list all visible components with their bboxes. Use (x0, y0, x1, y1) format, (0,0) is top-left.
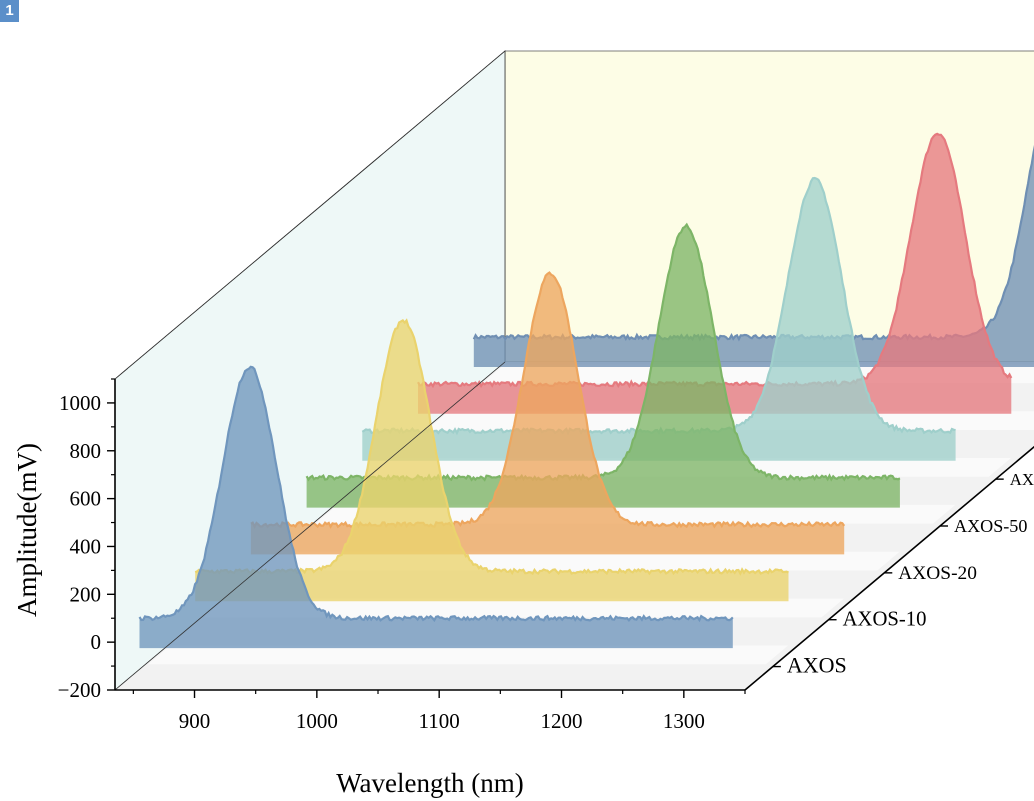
top-depth-edge (114, 50, 506, 380)
x-tick-label: 1300 (663, 709, 705, 733)
series-area (250, 272, 845, 555)
series-area (362, 178, 956, 461)
bottom-depth-edge (114, 361, 506, 691)
floor-stripe (148, 645, 789, 665)
depth-label: AXOS-100 (1010, 470, 1034, 489)
depth-label: AXOS-50 (954, 516, 1027, 536)
floor-stripe (315, 504, 956, 524)
axes-layer: 900 1000 1100 1200 1300 −200 0 200 400 600 800 1000… (58, 50, 1034, 733)
y-tick-label: −200 (58, 678, 101, 702)
floor-stripe (203, 598, 844, 618)
x-tick-label: 1100 (419, 709, 460, 733)
depth-label: AXOS-10 (843, 609, 927, 631)
y-tick-label: 600 (70, 487, 102, 511)
series-axos-20 (250, 271, 846, 555)
x-axis-title: Wavelength (nm) (336, 768, 524, 798)
x-tick-label: 1000 (296, 709, 338, 733)
y-tick-label: 400 (70, 534, 102, 558)
y-tick-label: 0 (91, 630, 102, 654)
series-area (139, 366, 733, 649)
y-tick-label: 200 (70, 582, 102, 606)
series-line (250, 271, 846, 530)
x-tick-label: 900 (179, 709, 211, 733)
y-axis-title: Amplitude(mV) (12, 443, 42, 617)
series-axos (138, 365, 734, 649)
panel-label: 1 (0, 0, 19, 22)
depth-label: AXOS-20 (898, 563, 977, 584)
series-line (138, 365, 734, 623)
x-tick-label: 1200 (541, 709, 583, 733)
depth-label: AXOS (787, 653, 847, 678)
y-tick-label: 1000 (59, 391, 101, 415)
y-tick-label: 800 (70, 439, 102, 463)
